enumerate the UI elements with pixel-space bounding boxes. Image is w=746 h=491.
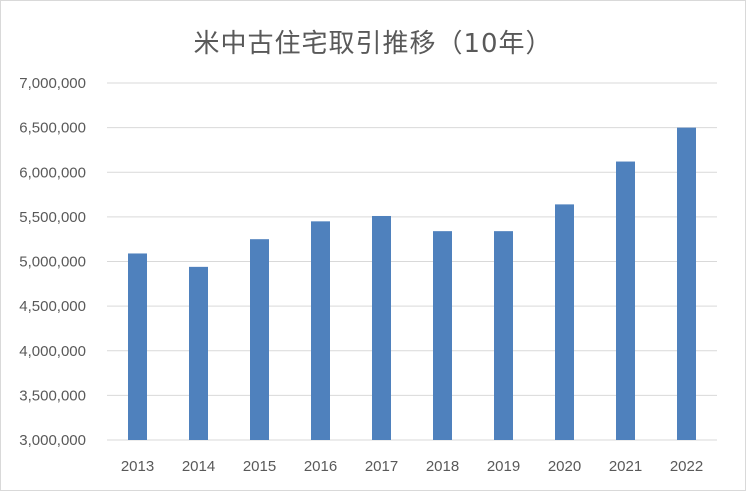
y-tick-label: 6,500,000 (19, 120, 86, 137)
x-tick-label: 2018 (426, 458, 459, 475)
x-tick-label: 2020 (548, 458, 581, 475)
x-tick-label: 2016 (304, 458, 337, 475)
x-tick-label: 2017 (365, 458, 398, 475)
x-tick-label: 2013 (121, 458, 154, 475)
x-tick-label: 2022 (670, 458, 703, 475)
bar (677, 127, 696, 440)
y-tick-label: 5,000,000 (19, 254, 86, 271)
bar (311, 221, 330, 440)
y-tick-label: 7,000,000 (19, 75, 86, 92)
bar (189, 266, 208, 440)
x-tick-label: 2015 (243, 458, 276, 475)
y-tick-label: 3,000,000 (19, 432, 86, 449)
x-tick-label: 2014 (182, 458, 215, 475)
x-tick-label: 2019 (487, 458, 520, 475)
y-tick-label: 3,500,000 (19, 387, 86, 404)
y-tick-label: 4,000,000 (19, 343, 86, 360)
y-tick-label: 6,000,000 (19, 164, 86, 181)
bar (372, 215, 391, 440)
chart-title: 米中古住宅取引推移（10年） (193, 29, 553, 59)
y-tick-label: 5,500,000 (19, 209, 86, 226)
x-tick-label: 2021 (609, 458, 642, 475)
bar (128, 253, 147, 440)
bar (250, 239, 269, 440)
bar (433, 231, 452, 440)
bar (494, 231, 513, 440)
bar (555, 204, 574, 440)
y-tick-label: 4,500,000 (19, 298, 86, 315)
bar (616, 161, 635, 441)
